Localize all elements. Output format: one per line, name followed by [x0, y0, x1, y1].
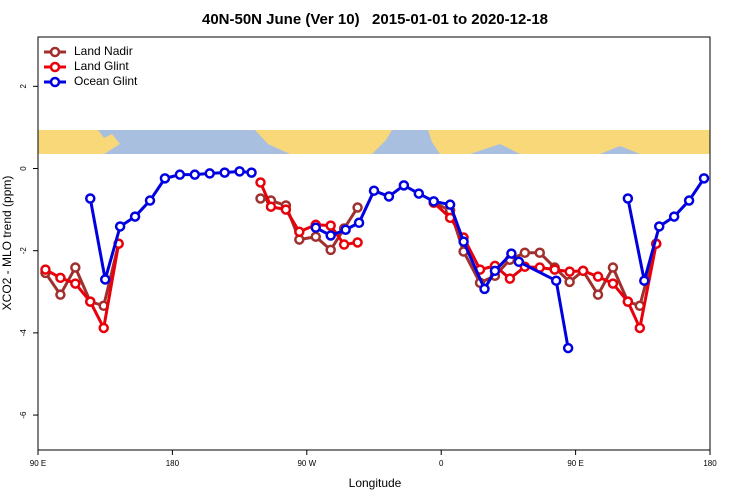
point [519, 247, 531, 258]
point [114, 221, 126, 232]
point [513, 256, 525, 268]
series-line [432, 201, 658, 333]
point [622, 296, 634, 307]
point [189, 169, 201, 180]
map-strip [38, 130, 710, 154]
legend-marker [49, 76, 61, 88]
point [398, 180, 410, 191]
point [265, 201, 277, 212]
plot-frame [37, 36, 711, 451]
point [99, 274, 111, 285]
point [534, 247, 546, 258]
point [698, 173, 710, 184]
point [325, 230, 336, 241]
point [310, 231, 322, 242]
point [98, 322, 109, 334]
point [564, 276, 575, 288]
x-tick-label: 90 W [297, 459, 316, 468]
point [352, 237, 363, 248]
y-tick-label: 2 [19, 84, 28, 89]
point [444, 199, 456, 210]
y-tick-label: -4 [19, 329, 28, 337]
chart-title: 40N-50N June (Ver 10) 2015-01-01 to 2020… [202, 11, 548, 28]
point [428, 196, 439, 207]
point [639, 275, 650, 286]
point [85, 193, 96, 204]
point [622, 193, 634, 204]
point [159, 173, 171, 184]
point [592, 271, 604, 282]
legend-label: Land Glint [74, 59, 129, 73]
point [562, 342, 574, 354]
point [607, 278, 619, 289]
point [479, 283, 490, 295]
point [174, 169, 186, 180]
point [489, 265, 501, 277]
point [310, 222, 322, 233]
point [338, 239, 350, 250]
point [325, 220, 336, 231]
point [653, 221, 665, 232]
point [413, 188, 425, 199]
point [352, 202, 363, 213]
legend-label: Land Nadir [74, 44, 133, 58]
legend-label: Ocean Glint [74, 74, 138, 88]
x-tick-label: 180 [703, 459, 717, 468]
point [668, 211, 680, 222]
point [504, 273, 516, 284]
point [353, 217, 365, 228]
x-tick-label: 90 E [30, 459, 46, 468]
point [246, 167, 257, 178]
point [550, 275, 562, 286]
x-tick-label: 90 E [567, 459, 583, 468]
x-tick-label: 180 [166, 459, 180, 468]
point [129, 211, 141, 222]
point [255, 193, 266, 204]
point [325, 244, 336, 256]
point [607, 262, 619, 273]
point [70, 278, 81, 289]
point [383, 191, 395, 202]
point [564, 266, 575, 277]
point [70, 262, 81, 273]
point [634, 322, 646, 334]
legend-marker [49, 61, 61, 73]
point [144, 195, 156, 206]
series-line [259, 181, 358, 247]
point [506, 248, 517, 259]
y-axis-label: XCO2 - MLO trend (ppm) [0, 176, 14, 311]
point [683, 195, 695, 206]
legend-marker [49, 46, 61, 58]
point [204, 168, 215, 179]
point [85, 296, 96, 307]
point [280, 204, 292, 215]
point [294, 226, 305, 238]
point [577, 265, 589, 277]
point [40, 264, 51, 275]
point [458, 236, 469, 247]
point [255, 177, 266, 188]
x-tick-label: 0 [439, 459, 444, 468]
point [340, 224, 351, 235]
point [234, 166, 245, 177]
y-tick-label: 0 [19, 166, 28, 171]
point [549, 264, 560, 275]
y-tick-label: -6 [19, 411, 28, 419]
point [55, 272, 66, 284]
point [219, 167, 230, 178]
x-axis-label: Longitude [349, 476, 402, 490]
y-tick-label: -2 [19, 247, 28, 255]
point [592, 289, 604, 300]
point [368, 185, 380, 196]
series-line [626, 177, 706, 282]
series-line [433, 201, 658, 308]
point [55, 289, 66, 300]
